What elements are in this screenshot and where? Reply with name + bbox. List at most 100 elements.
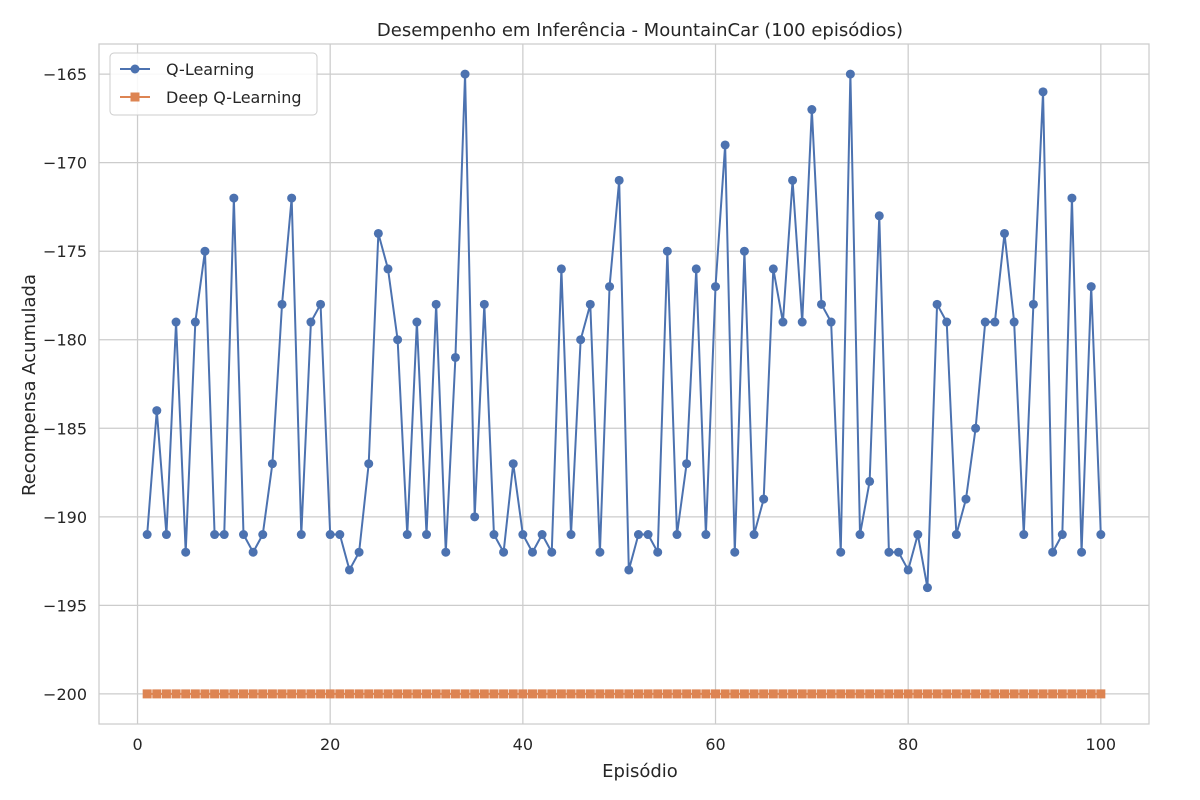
data-point-series-1 — [643, 689, 653, 699]
data-point-series-0 — [624, 565, 634, 575]
data-point-series-0 — [383, 264, 393, 274]
data-point-series-1 — [364, 689, 374, 699]
data-point-series-1 — [171, 689, 181, 699]
data-point-series-1 — [682, 689, 692, 699]
legend-label-q-learning: Q-Learning — [166, 60, 254, 79]
data-point-series-0 — [1048, 547, 1058, 557]
data-point-series-0 — [344, 565, 354, 575]
data-point-series-0 — [826, 317, 836, 327]
data-point-series-0 — [210, 530, 220, 540]
data-point-series-0 — [190, 317, 200, 327]
data-point-series-1 — [537, 689, 547, 699]
data-point-series-0 — [556, 264, 566, 274]
data-point-series-1 — [393, 689, 403, 699]
data-point-series-0 — [1009, 317, 1019, 327]
data-point-series-1 — [942, 689, 952, 699]
data-point-series-0 — [1000, 228, 1010, 238]
data-point-series-1 — [1028, 689, 1038, 699]
data-point-series-1 — [142, 689, 152, 699]
data-point-series-0 — [296, 530, 306, 540]
y-tick-label: −165 — [43, 65, 87, 84]
data-point-series-0 — [672, 530, 682, 540]
data-point-series-1 — [913, 689, 923, 699]
data-point-series-0 — [701, 530, 711, 540]
data-point-series-0 — [585, 299, 595, 309]
data-point-series-1 — [258, 689, 268, 699]
data-point-series-1 — [479, 689, 489, 699]
data-point-series-1 — [922, 689, 932, 699]
data-point-series-1 — [826, 689, 836, 699]
data-point-series-1 — [605, 689, 615, 699]
data-point-series-1 — [422, 689, 432, 699]
x-tick-label: 80 — [898, 735, 918, 754]
data-point-series-1 — [711, 689, 721, 699]
data-point-series-0 — [932, 299, 942, 309]
data-point-series-0 — [1019, 530, 1029, 540]
data-point-series-1 — [248, 689, 258, 699]
data-point-series-0 — [373, 228, 383, 238]
data-point-series-0 — [1096, 530, 1106, 540]
y-tick-label: −195 — [43, 596, 87, 615]
data-point-series-1 — [1000, 689, 1010, 699]
y-tick-label: −175 — [43, 242, 87, 261]
x-tick-label: 20 — [320, 735, 340, 754]
data-point-series-0 — [922, 583, 932, 593]
legend-label-deep-q-learning: Deep Q-Learning — [166, 88, 302, 107]
data-point-series-0 — [662, 246, 672, 256]
data-point-series-1 — [152, 689, 162, 699]
data-point-series-1 — [460, 689, 470, 699]
data-point-series-1 — [1019, 689, 1029, 699]
data-point-series-1 — [287, 689, 297, 699]
data-point-series-1 — [768, 689, 778, 699]
data-point-series-1 — [633, 689, 643, 699]
data-point-series-0 — [739, 246, 749, 256]
data-point-series-1 — [412, 689, 422, 699]
data-point-series-0 — [845, 69, 855, 79]
data-point-series-0 — [566, 530, 576, 540]
data-point-series-1 — [402, 689, 412, 699]
data-point-series-0 — [537, 530, 547, 540]
data-point-series-0 — [643, 530, 653, 540]
data-point-series-0 — [865, 476, 875, 486]
data-point-series-1 — [836, 689, 846, 699]
data-point-series-0 — [653, 547, 663, 557]
data-point-series-0 — [248, 547, 258, 557]
data-point-series-1 — [932, 689, 942, 699]
data-point-series-1 — [585, 689, 595, 699]
y-axis-title: Recompensa Acumulada — [19, 274, 40, 496]
y-tick-label: −200 — [43, 685, 87, 704]
data-point-series-1 — [547, 689, 557, 699]
data-point-series-1 — [884, 689, 894, 699]
data-point-series-1 — [383, 689, 393, 699]
data-point-series-0 — [730, 547, 740, 557]
data-point-series-0 — [980, 317, 990, 327]
x-tick-label: 0 — [132, 735, 142, 754]
data-point-series-0 — [479, 299, 489, 309]
data-point-series-0 — [576, 335, 586, 345]
data-point-series-0 — [605, 282, 615, 292]
data-point-series-0 — [1057, 530, 1067, 540]
data-point-series-0 — [951, 530, 961, 540]
plot-frame — [98, 43, 1150, 725]
data-point-series-1 — [499, 689, 509, 699]
data-point-series-1 — [797, 689, 807, 699]
data-point-series-1 — [335, 689, 345, 699]
data-point-series-0 — [402, 530, 412, 540]
data-point-series-0 — [161, 530, 171, 540]
data-point-series-1 — [855, 689, 865, 699]
data-point-series-0 — [518, 530, 528, 540]
data-point-series-0 — [1028, 299, 1038, 309]
x-tick-label: 40 — [513, 735, 533, 754]
data-point-series-1 — [614, 689, 624, 699]
legend-box — [109, 52, 318, 116]
data-point-series-0 — [364, 459, 374, 469]
data-point-series-0 — [971, 423, 981, 433]
data-point-series-0 — [200, 246, 210, 256]
data-point-series-0 — [152, 406, 162, 416]
data-point-series-0 — [431, 299, 441, 309]
data-point-series-0 — [749, 530, 759, 540]
data-point-series-1 — [662, 689, 672, 699]
data-point-series-0 — [527, 547, 537, 557]
data-point-series-1 — [267, 689, 277, 699]
